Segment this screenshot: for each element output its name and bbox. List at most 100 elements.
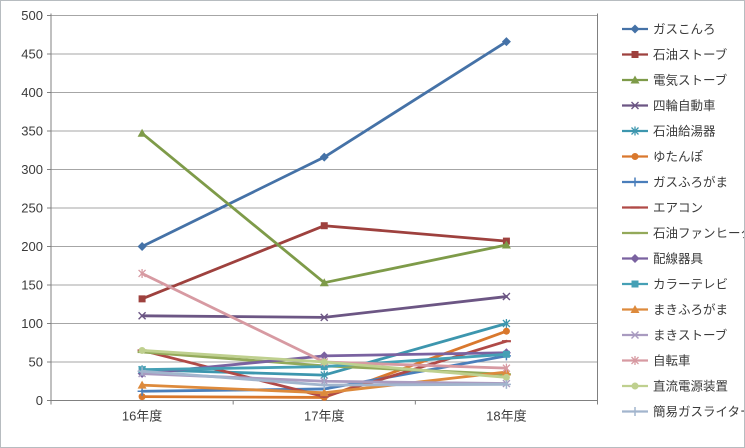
x-tick-label: 16年度 <box>122 409 162 424</box>
series-15 <box>137 366 511 390</box>
legend: ガスこんろ石油ストーブ電気ストーブ四輪自動車石油給湯器ゆたんぽガスふろがまエアコ… <box>622 23 745 419</box>
y-tick-label: 100 <box>21 316 43 331</box>
legend-label: カラーテレビ <box>653 278 728 292</box>
legend-item-11: まきふろがま <box>622 302 728 317</box>
plus-marker-icon <box>137 366 147 376</box>
legend-item-10: カラーテレビ <box>622 278 728 292</box>
asterisk-marker-icon <box>320 370 329 380</box>
legend-item-8: 石油ファンヒーター <box>622 227 745 241</box>
y-tick-label: 200 <box>21 239 43 254</box>
diamond-marker-icon <box>630 254 640 263</box>
asterisk-marker-icon <box>502 319 511 328</box>
legend-label: 直流電源装置 <box>653 380 728 394</box>
triangle-marker-icon <box>630 75 640 84</box>
x-marker-icon <box>138 311 147 320</box>
circle-marker-icon <box>138 346 146 354</box>
y-tick-label: 400 <box>21 85 43 100</box>
triangle-marker-icon <box>630 305 640 313</box>
asterisk-marker-icon <box>631 356 639 365</box>
series-14 <box>138 346 510 381</box>
diamond-marker-icon <box>501 37 511 47</box>
series-line <box>140 40 508 248</box>
legend-item-2: 電気ストーブ <box>622 73 728 88</box>
plus-marker-icon <box>630 407 640 416</box>
square-marker-icon <box>631 51 639 58</box>
legend-label: 石油給湯器 <box>653 125 716 139</box>
legend-item-3: 四輪自動車 <box>622 98 716 113</box>
y-tick-label: 250 <box>21 201 43 216</box>
diamond-marker-icon <box>137 242 147 251</box>
square-marker-icon <box>502 350 510 358</box>
legend-label: まきふろがま <box>653 302 728 317</box>
legend-label: ガスふろがま <box>653 175 728 190</box>
asterisk-marker-icon <box>502 363 511 373</box>
circle-marker-icon <box>631 382 639 390</box>
axes <box>50 13 598 405</box>
triangle-marker-icon <box>501 240 511 249</box>
diamond-marker-icon <box>319 152 329 162</box>
asterisk-marker-icon <box>138 268 147 278</box>
x-tick-label: 17年度 <box>304 409 344 424</box>
series-0 <box>137 37 511 251</box>
legend-item-12: まきストーブ <box>622 328 728 343</box>
x-marker-icon <box>502 292 511 301</box>
square-marker-icon <box>320 363 328 371</box>
legend-label: 簡易ガスライター <box>653 404 745 419</box>
legend-label: ゆたんぽ <box>653 150 704 164</box>
triangle-marker-icon <box>137 128 147 137</box>
legend-label: 四輪自動車 <box>653 98 716 113</box>
legend-item-14: 直流電源装置 <box>622 380 728 394</box>
legend-label: まきストーブ <box>653 328 728 343</box>
circle-marker-icon <box>502 327 510 335</box>
diamond-marker-icon <box>630 24 640 34</box>
triangle-marker-icon <box>137 380 147 389</box>
legend-label: 電気ストーブ <box>653 73 728 88</box>
y-tick-label: 50 <box>29 355 43 370</box>
legend-label: 石油ストーブ <box>653 47 728 62</box>
series-lines <box>137 37 511 401</box>
triangle-marker-icon <box>319 278 329 287</box>
y-tick-label: 500 <box>21 8 43 23</box>
legend-item-7: エアコン <box>622 201 703 215</box>
series-2 <box>137 128 511 287</box>
y-tick-label: 450 <box>21 47 43 62</box>
plus-marker-icon <box>630 177 640 187</box>
circle-marker-icon <box>631 153 639 160</box>
legend-label: エアコン <box>653 201 703 215</box>
y-tick-label: 0 <box>36 393 43 408</box>
circle-marker-icon <box>138 393 146 401</box>
x-marker-icon <box>320 313 329 322</box>
asterisk-marker-icon <box>631 126 639 136</box>
square-marker-icon <box>320 222 328 230</box>
plus-marker-icon <box>319 380 329 390</box>
legend-item-0: ガスこんろ <box>622 23 716 37</box>
legend-item-9: 配線器具 <box>622 251 704 266</box>
legend-label: 配線器具 <box>653 251 704 266</box>
gridlines <box>47 15 598 401</box>
y-tick-label: 150 <box>21 278 43 293</box>
legend-item-6: ガスふろがま <box>622 175 728 190</box>
legend-label: ガスこんろ <box>653 23 716 37</box>
legend-item-15: 簡易ガスライター <box>622 404 745 419</box>
diamond-marker-icon <box>319 351 329 361</box>
series-line <box>140 224 508 301</box>
square-marker-icon <box>138 295 146 303</box>
legend-item-1: 石油ストーブ <box>622 47 728 62</box>
x-axis-labels: 16年度 17年度 18年度 <box>122 409 527 424</box>
legend-label: 自転車 <box>653 354 691 368</box>
circle-marker-icon <box>320 358 328 366</box>
legend-label: 石油ファンヒーター <box>653 227 745 241</box>
square-marker-icon <box>631 280 639 288</box>
x-tick-label: 18年度 <box>486 409 526 424</box>
series-3 <box>138 292 511 322</box>
legend-item-13: 自転車 <box>622 354 691 368</box>
legend-item-5: ゆたんぽ <box>622 150 704 164</box>
legend-item-4: 石油給湯器 <box>622 125 716 139</box>
y-tick-label: 350 <box>21 124 43 139</box>
triangle-marker-icon <box>319 388 329 397</box>
x-marker-icon <box>631 331 639 339</box>
series-1 <box>138 222 510 303</box>
y-tick-label: 300 <box>21 162 43 177</box>
